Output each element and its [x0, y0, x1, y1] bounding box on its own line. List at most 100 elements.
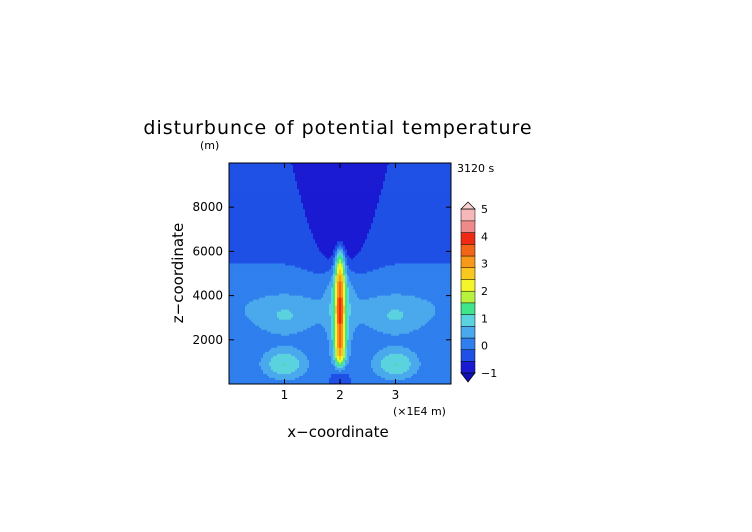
heatmap-cell: [397, 165, 400, 168]
heatmap-cell: [433, 163, 436, 166]
heatmap-cell: [333, 215, 336, 218]
heatmap-cell: [317, 201, 320, 204]
heatmap-cell: [349, 179, 352, 182]
heatmap-cell: [361, 173, 364, 176]
heatmap-cell: [381, 239, 384, 242]
heatmap-cell: [403, 167, 406, 170]
heatmap-cell: [447, 219, 450, 222]
heatmap-cell: [449, 205, 451, 208]
heatmap-cell: [449, 213, 451, 216]
heatmap-cell: [251, 251, 254, 254]
heatmap-cell: [447, 229, 450, 232]
heatmap-cell: [449, 193, 451, 196]
heatmap-cell: [293, 215, 296, 218]
heatmap-cell: [391, 163, 394, 166]
heatmap-cell: [439, 189, 442, 192]
heatmap-cell: [445, 173, 448, 176]
heatmap-cell: [429, 179, 432, 182]
heatmap-cell: [327, 179, 330, 182]
heatmap-cell: [279, 207, 282, 210]
heatmap-cell: [273, 201, 276, 204]
heatmap-cell: [385, 195, 388, 198]
heatmap-cell: [431, 205, 434, 208]
heatmap-cell: [383, 195, 386, 198]
heatmap-cell: [243, 173, 246, 176]
heatmap-cell: [309, 193, 312, 196]
heatmap-cell: [409, 177, 412, 180]
heatmap-cell: [409, 211, 412, 214]
heatmap-cell: [313, 251, 316, 254]
heatmap-cell: [233, 191, 236, 194]
heatmap-cell: [239, 225, 242, 228]
heatmap-cell: [343, 223, 346, 226]
heatmap-cell: [345, 235, 348, 238]
heatmap-cell: [395, 213, 398, 216]
heatmap-cell: [311, 205, 314, 208]
heatmap-cell: [247, 215, 250, 218]
heatmap-cell: [335, 201, 338, 204]
heatmap-cell: [413, 175, 416, 178]
heatmap-cell: [305, 227, 308, 230]
heatmap-cell: [273, 243, 276, 246]
heatmap-cell: [321, 193, 324, 196]
heatmap-cell: [405, 245, 408, 248]
heatmap-cell: [237, 237, 240, 240]
heatmap-cell: [349, 189, 352, 192]
heatmap-cell: [269, 223, 272, 226]
heatmap-cell: [347, 217, 350, 220]
heatmap-cell: [391, 245, 394, 248]
heatmap-cell: [363, 235, 366, 238]
heatmap-cell: [247, 235, 250, 238]
heatmap-cell: [273, 181, 276, 184]
heatmap-cell: [381, 171, 384, 174]
heatmap-cell: [417, 181, 420, 184]
heatmap-cell: [325, 227, 328, 230]
heatmap-cell: [427, 185, 430, 188]
heatmap-cell: [255, 171, 258, 174]
heatmap-cell: [253, 239, 256, 242]
heatmap-cell: [397, 233, 400, 236]
heatmap-cell: [293, 199, 296, 202]
heatmap-cell: [409, 169, 412, 172]
heatmap-cell: [231, 205, 234, 208]
heatmap-cell: [297, 195, 300, 198]
heatmap-cell: [431, 175, 434, 178]
heatmap-cell: [309, 181, 312, 184]
heatmap-cell: [265, 211, 268, 214]
heatmap-cell: [289, 231, 292, 234]
heatmap-cell: [443, 187, 446, 190]
heatmap-cell: [303, 241, 306, 244]
heatmap-cell: [371, 251, 374, 254]
heatmap-cell: [439, 221, 442, 224]
heatmap-cell: [333, 231, 336, 234]
heatmap-cell: [423, 195, 426, 198]
heatmap-cell: [417, 187, 420, 190]
heatmap-cell: [299, 197, 302, 200]
heatmap-cell: [283, 235, 286, 238]
heatmap-cell: [375, 213, 378, 216]
heatmap-cell: [317, 245, 320, 248]
heatmap-cell: [377, 203, 380, 206]
heatmap-cell: [325, 219, 328, 222]
heatmap-cell: [423, 229, 426, 232]
heatmap-cell: [375, 205, 378, 208]
heatmap-cell: [359, 167, 362, 170]
heatmap-cell: [409, 241, 412, 244]
heatmap-cell: [347, 233, 350, 236]
heatmap-cell: [275, 219, 278, 222]
heatmap-cell: [411, 247, 414, 250]
heatmap-cell: [255, 197, 258, 200]
heatmap-cell: [297, 219, 300, 222]
heatmap-cell: [259, 203, 262, 206]
heatmap-cell: [265, 205, 268, 208]
heatmap-cell: [301, 183, 304, 186]
heatmap-cell: [399, 179, 402, 182]
heatmap-cell: [331, 199, 334, 202]
heatmap-cell: [329, 163, 332, 166]
heatmap-cell: [243, 251, 246, 254]
heatmap-cell: [413, 191, 416, 194]
heatmap-cell: [397, 237, 400, 240]
heatmap-cell: [261, 167, 264, 170]
heatmap-cell: [287, 201, 290, 204]
heatmap-cell: [251, 187, 254, 190]
